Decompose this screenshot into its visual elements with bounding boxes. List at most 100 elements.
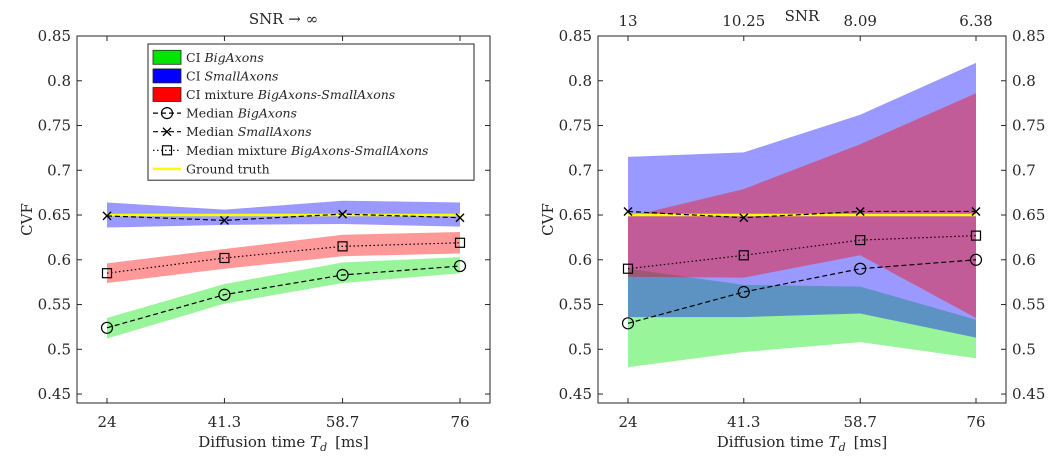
y-tick-label: 0.85 — [559, 27, 592, 45]
y-tick-label: 0.65 — [38, 206, 71, 224]
plot-area — [621, 62, 983, 368]
legend-label-prefix: CI — [186, 68, 204, 83]
series-1-point-4 — [453, 259, 467, 273]
series-1-point-2 — [218, 288, 231, 301]
y-tick-label: 0.6 — [47, 251, 71, 269]
y-tick-label: 0.7 — [568, 161, 592, 179]
series-1-point-2 — [737, 285, 750, 299]
series-2-point-3 — [338, 209, 348, 219]
x-tick-label: 24 — [97, 413, 116, 431]
legend-label-italic: BigAxons — [237, 106, 297, 121]
series-3-point-4 — [454, 237, 466, 248]
legend-swatch-2 — [152, 68, 182, 84]
x-label-symbol: T — [310, 433, 321, 451]
series-line-1 — [106, 265, 461, 329]
legend-box — [147, 43, 475, 181]
legend-label-italic: SmallAxons — [204, 68, 278, 83]
legend-label-italic: BigAxons — [203, 50, 263, 65]
ci-band-3 — [107, 232, 460, 284]
x-label-unit: [ms] — [854, 433, 888, 451]
legend-label-7: Ground truth — [186, 161, 270, 176]
series-3-point-1 — [101, 268, 113, 279]
legend-label-prefix: Ground truth — [186, 161, 270, 176]
legend-label-prefix: Median — [186, 124, 238, 139]
x-label-subscript: d — [839, 441, 846, 454]
x-tick-label: 24 — [618, 413, 637, 431]
series-2-point-4 — [455, 213, 465, 223]
y-tick-label: 0.8 — [568, 72, 592, 90]
series-1-point-1 — [621, 317, 635, 330]
y-tick-label-right: 0.8 — [1012, 72, 1036, 90]
series-line-2 — [627, 210, 976, 219]
x-label-main: Diffusion time — [198, 433, 310, 451]
series-line-1 — [627, 259, 977, 324]
legend-label-6: Median mixture BigAxons-SmallAxons — [186, 143, 428, 158]
y-tick-label-right: 0.5 — [1012, 340, 1036, 358]
legend-label-italic: SmallAxons — [238, 124, 312, 139]
plot-area — [100, 200, 467, 339]
ci-band-1 — [107, 257, 460, 339]
chart-panel-1: 0.45 0.5 0.55 0.6 0.65 0.7 0.75 0.8 0.85 24 41.3 58… — [18, 10, 491, 454]
x-label-symbol: T — [829, 433, 840, 451]
legend-marker-5 — [162, 127, 172, 137]
x-top-tick-label: 10.25 — [722, 12, 765, 30]
axes-box — [76, 35, 491, 404]
y-tick-label: 0.65 — [559, 206, 592, 224]
series-3-point-1 — [622, 263, 634, 274]
legend-label-prefix: CI mixture — [186, 87, 258, 102]
x-axis-label: Diffusion time Td [ms] — [717, 433, 888, 454]
y-tick-label-right: 0.6 — [1012, 251, 1036, 269]
y-tick-label: 0.8 — [47, 72, 71, 90]
legend-label-3: CI mixture BigAxons-SmallAxons — [186, 87, 395, 102]
legend-label-italic: BigAxons-SmallAxons — [290, 143, 428, 158]
legend-label-5: Median SmallAxons — [186, 124, 312, 139]
series-1-point-3 — [336, 268, 349, 282]
chart-title: SNR → ∞ — [249, 10, 318, 28]
series-3-point-4 — [970, 230, 982, 241]
legend-label-2: CI SmallAxons — [186, 68, 278, 83]
legend-label-prefix: Median mixture — [186, 143, 291, 158]
y-tick-label: 0.6 — [568, 251, 592, 269]
y-axis-label: CVF — [539, 203, 557, 236]
legend-swatch-3 — [152, 87, 182, 102]
y-tick-label-right: 0.65 — [1012, 206, 1045, 224]
x-tick-label: 76 — [450, 413, 469, 431]
x-axis-label: Diffusion time Td [ms] — [198, 433, 369, 454]
y-tick-label: 0.5 — [47, 340, 71, 358]
series-1-point-3 — [854, 262, 867, 275]
series-1-point-4 — [969, 253, 983, 266]
y-tick-label: 0.75 — [38, 117, 71, 135]
x-tick-label: 58.7 — [844, 413, 877, 431]
series-3-point-3 — [337, 241, 348, 252]
y-tick-label-right: 0.7 — [1012, 161, 1036, 179]
y-tick-label-right: 0.85 — [1012, 27, 1045, 45]
y-tick-label: 0.75 — [559, 117, 592, 135]
x-tick-label: 58.7 — [326, 413, 359, 431]
legend-marker-6 — [161, 145, 173, 156]
legend-label-prefix: Median — [186, 106, 238, 121]
series-2-point-3 — [855, 206, 865, 216]
series-3-point-3 — [855, 234, 866, 246]
series-3-point-2 — [219, 252, 230, 264]
y-axis-label: CVF — [18, 203, 36, 236]
y-tick-label-right: 0.75 — [1012, 117, 1045, 135]
x-tick-label: 41.3 — [208, 413, 241, 431]
series-3-point-2 — [738, 250, 749, 261]
ci-band-2 — [628, 62, 976, 338]
series-2-point-2 — [739, 213, 749, 223]
y-tick-label: 0.85 — [38, 27, 71, 45]
legend-label-prefix: CI — [186, 50, 204, 65]
y-tick-label: 0.55 — [38, 296, 71, 314]
y-tick-label-right: 0.45 — [1012, 385, 1045, 403]
y-tick-label: 0.55 — [559, 296, 592, 314]
y-tick-label: 0.7 — [47, 161, 71, 179]
x-label-subscript: d — [320, 441, 327, 454]
chart-title: SNR — [785, 7, 820, 25]
x-top-tick-label: 6.38 — [959, 12, 992, 30]
ci-band-1 — [628, 268, 976, 368]
ci-band-3 — [628, 93, 976, 318]
y-tick-label: 0.45 — [38, 385, 71, 403]
series-line-2 — [106, 213, 461, 221]
